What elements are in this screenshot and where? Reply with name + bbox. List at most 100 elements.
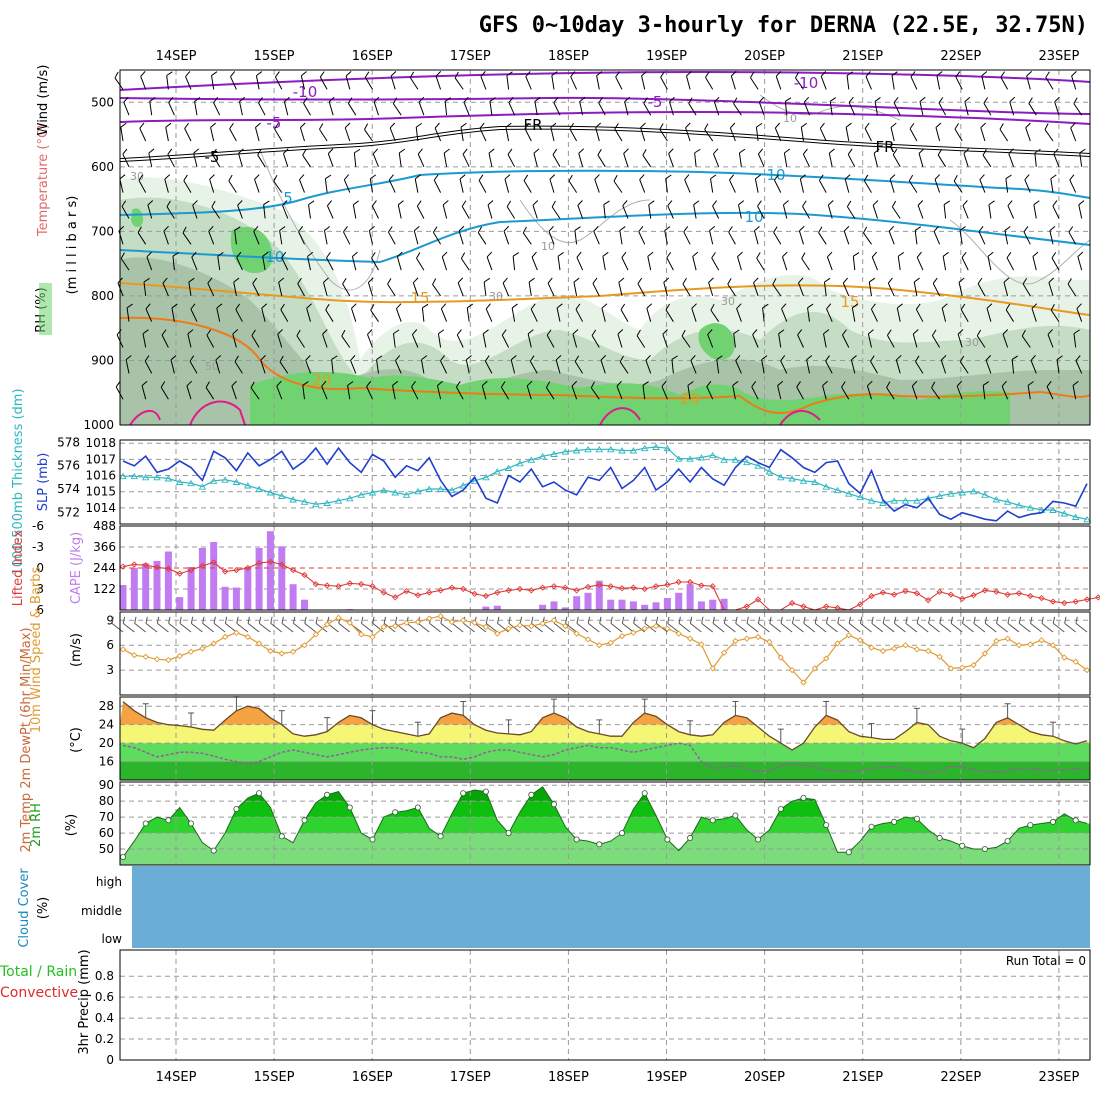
barb-staff: [366, 386, 373, 400]
thickness-point: [312, 500, 320, 508]
barb-staff: [820, 76, 827, 90]
wind-barb: [844, 174, 851, 193]
barb-flag: [215, 355, 222, 361]
barb-staff: [277, 333, 283, 348]
barb-staff: [897, 256, 901, 271]
barb-staff: [710, 309, 720, 322]
wind-speed-point: [187, 648, 195, 655]
barb-staff: [531, 256, 538, 271]
wind-barb: [142, 329, 149, 348]
barb-flag: [959, 355, 965, 363]
rh-point: [709, 817, 716, 824]
barb-flag: [853, 252, 860, 257]
thickness-point: [493, 468, 502, 475]
barb-flag: [325, 174, 332, 180]
wind-barb: [327, 148, 334, 167]
thickness-line: [123, 446, 1088, 520]
wind-barb: [510, 355, 517, 374]
barb-staff: [138, 180, 147, 193]
barb-flag: [774, 122, 781, 129]
lifted-index-point: [630, 584, 637, 591]
barb-flag: [592, 277, 598, 284]
barb-flag: [120, 122, 127, 128]
wind-barb: [121, 200, 130, 219]
barb-flag: [852, 303, 859, 309]
barb-staff: [754, 178, 759, 193]
cape-bar: [176, 597, 184, 610]
barb-flag: [481, 380, 488, 387]
surface-wind-barb: [757, 616, 770, 633]
wind-barb: [1050, 304, 1060, 322]
barb-flag: [416, 200, 422, 207]
barb-staff: [640, 127, 646, 142]
cape-bar: [652, 602, 660, 610]
barb-staff: [711, 257, 720, 271]
wind-barb: [1033, 200, 1040, 219]
barb-staff: [1044, 129, 1054, 142]
barb-flag: [126, 303, 133, 309]
barb-staff: [954, 128, 963, 142]
label-part: (°C): [69, 727, 84, 753]
barb-flag: [1025, 122, 1031, 129]
label-part: Cloud Cover: [17, 868, 32, 948]
barb-staff: [964, 101, 969, 116]
barb-flag: [614, 123, 619, 130]
thickness-point: [232, 478, 241, 485]
rh-tick-label: 60: [99, 826, 114, 840]
barb-staff: [729, 127, 736, 142]
barb-staff: [736, 308, 742, 322]
wind-speed-point: [1038, 637, 1045, 644]
barb-flag: [915, 355, 920, 362]
wind-barb: [934, 174, 941, 193]
temperature-axis-label: 2m Temp 2m DewPt (6hr Min/Max): [19, 627, 34, 852]
thickness-point: [391, 489, 399, 496]
barb-staff: [342, 283, 351, 297]
barb-flag: [730, 71, 737, 77]
barb-staff: [500, 386, 510, 400]
barb-flag: [364, 123, 369, 130]
wind-barb: [600, 355, 607, 374]
barb-flag: [165, 122, 172, 128]
wind-barb: [456, 329, 464, 348]
wind-barb: [208, 225, 215, 245]
barb-flag: [782, 251, 788, 258]
barb-flag: [887, 277, 893, 284]
barb-flag: [919, 96, 926, 102]
wind-speed-point: [1049, 642, 1057, 649]
surface-wind-barb: [769, 616, 782, 633]
rh-point: [301, 817, 308, 824]
barb-staff: [595, 127, 600, 142]
wind-barb: [343, 174, 351, 193]
wind-barb: [727, 278, 736, 297]
barb-staff: [940, 359, 947, 374]
barb-staff: [576, 622, 589, 633]
barb-staff: [1007, 205, 1015, 219]
wind-barb: [342, 226, 351, 245]
barb-staff: [780, 360, 788, 374]
wind-barb: [500, 381, 510, 400]
barb-staff: [988, 204, 992, 219]
barb-staff: [307, 256, 311, 271]
barb-flag: [996, 616, 999, 624]
barb-staff: [185, 76, 192, 90]
barb-flag: [684, 174, 690, 181]
wind-barb: [847, 148, 856, 168]
barb-flag: [115, 381, 121, 388]
barb-flag: [801, 122, 808, 128]
barb-flag: [206, 329, 212, 336]
wind-barb: [525, 71, 532, 90]
barb-staff: [350, 360, 357, 374]
barb-staff: [823, 281, 827, 296]
barb-staff: [389, 127, 396, 142]
cape-bar: [130, 567, 138, 610]
barb-flag: [797, 329, 803, 336]
barb-flag: [820, 71, 827, 77]
wind-barb: [364, 123, 373, 142]
date-label-bottom: 17SEP: [450, 1070, 491, 1085]
barb-staff: [912, 333, 918, 348]
wind-barb: [324, 174, 332, 193]
barb-staff: [893, 102, 901, 116]
barb-staff: [960, 309, 969, 322]
wind-barb: [620, 303, 629, 322]
wind-barb: [165, 122, 172, 142]
